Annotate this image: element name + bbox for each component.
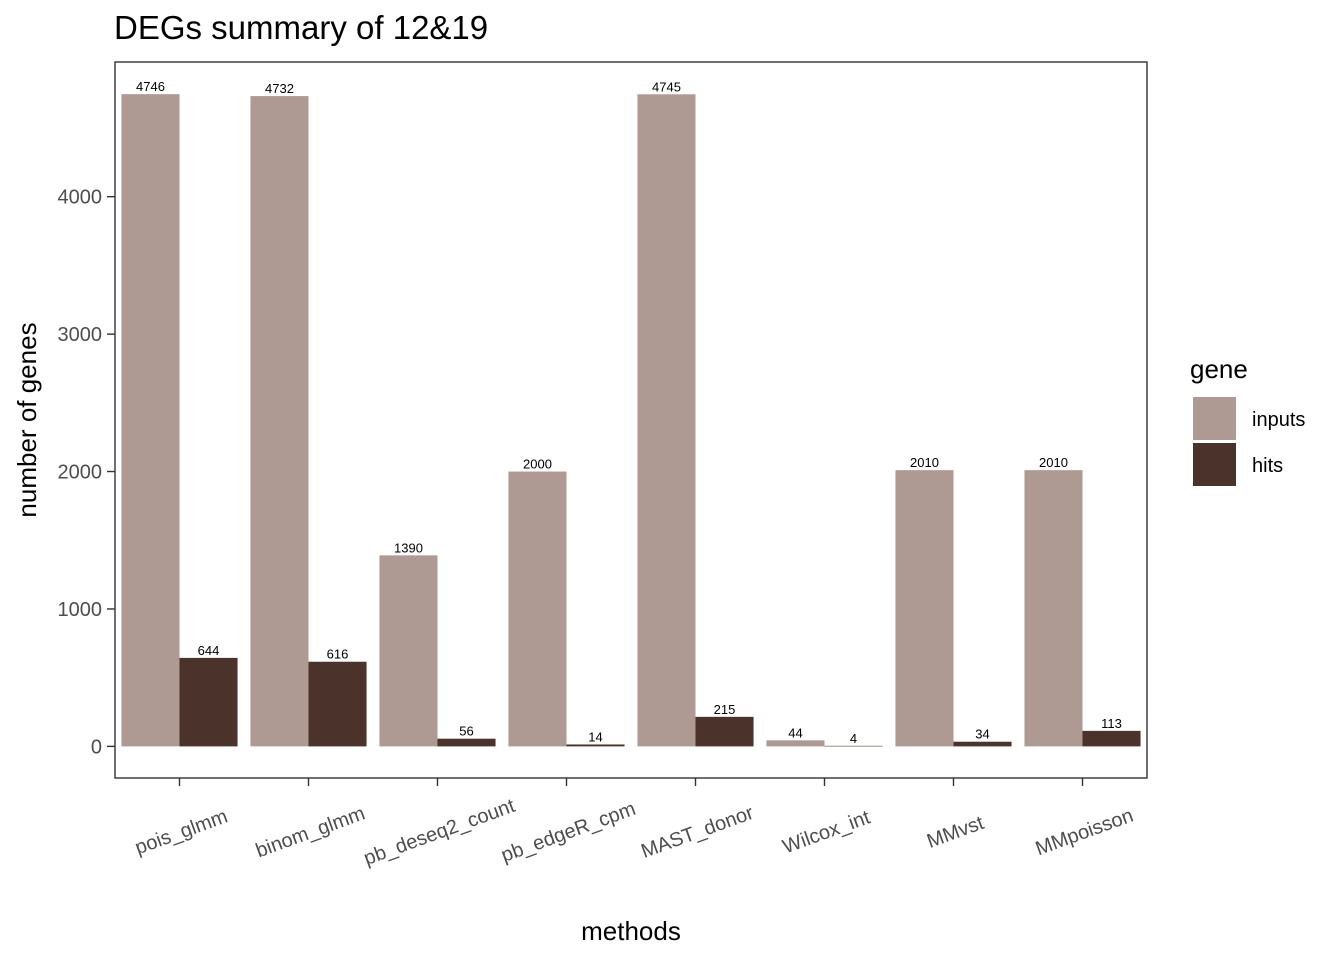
x-tick-label-MAST_donor: MAST_donor (638, 802, 757, 863)
data-label-inputs-pb_deseq2_count: 1390 (394, 540, 423, 555)
data-label-inputs-pois_glmm: 4746 (136, 79, 165, 94)
y-tick-label-3000: 3000 (58, 324, 103, 346)
bar-inputs-MMpoisson (1024, 470, 1083, 747)
bar-hits-MAST_donor (695, 716, 754, 747)
bar-inputs-pois_glmm (121, 94, 180, 747)
data-label-hits-MMpoisson: 113 (1101, 716, 1122, 731)
x-tick-label-pois_glmm: pois_glmm (132, 805, 230, 859)
bar-inputs-binom_glmm (250, 96, 309, 747)
chart-title: DEGs summary of 12&19 (114, 9, 488, 46)
data-label-inputs-pb_edgeR_cpm: 2000 (523, 457, 552, 472)
bar-inputs-Wilcox_int (766, 740, 825, 747)
bar-hits-pois_glmm (179, 657, 238, 747)
data-label-hits-pois_glmm: 644 (198, 643, 220, 658)
bar-hits-MMvst (953, 741, 1012, 747)
bar-hits-MMpoisson (1082, 730, 1141, 747)
x-tick-label-Wilcox_int: Wilcox_int (780, 806, 874, 858)
data-label-inputs-Wilcox_int: 44 (788, 725, 802, 740)
y-tick-label-0: 0 (91, 736, 102, 758)
x-tick-label-MMpoisson: MMpoisson (1033, 805, 1137, 861)
y-axis: 0 1000 2000 3000 4000 (58, 187, 115, 758)
data-label-inputs-MMvst: 2010 (910, 455, 939, 470)
legend-key-hits (1193, 443, 1236, 486)
bar-inputs-MMvst (895, 470, 954, 747)
x-axis: pois_glmm binom_glmmpb_deseq2_countpb_edg… (132, 778, 1136, 870)
legend: gene inputs hits (1190, 354, 1305, 486)
bar-inputs-MAST_donor (637, 94, 696, 747)
legend-label-inputs: inputs (1252, 409, 1305, 431)
data-label-hits-pb_edgeR_cpm: 14 (588, 729, 602, 744)
bar-hits-pb_deseq2_count (437, 738, 496, 747)
y-tick-label-4000: 4000 (58, 187, 103, 209)
data-label-hits-pb_deseq2_count: 56 (459, 724, 473, 739)
data-label-hits-Wilcox_int: 4 (850, 731, 857, 746)
legend-title: gene (1190, 354, 1248, 384)
y-tick-label-1000: 1000 (58, 599, 103, 621)
data-label-hits-binom_glmm: 616 (327, 647, 349, 662)
bar-inputs-pb_edgeR_cpm (508, 471, 567, 747)
bar-hits-Wilcox_int (824, 745, 883, 747)
x-tick-label-pb_edgeR_cpm: pb_edgeR_cpm (498, 798, 638, 867)
legend-key-inputs (1193, 397, 1236, 440)
data-label-inputs-MMpoisson: 2010 (1039, 455, 1068, 470)
legend-label-hits: hits (1252, 455, 1283, 477)
bars-layer (121, 94, 1141, 747)
bar-hits-pb_edgeR_cpm (566, 744, 625, 747)
data-label-hits-MMvst: 34 (975, 727, 989, 742)
x-tick-label-binom_glmm: binom_glmm (253, 802, 368, 862)
x-tick-label-MMvst: MMvst (924, 812, 987, 853)
data-label-inputs-binom_glmm: 4732 (265, 81, 294, 96)
y-axis-title: number of genes (12, 322, 42, 517)
data-label-hits-MAST_donor: 215 (714, 702, 736, 717)
x-tick-label-pb_deseq2_count: pb_deseq2_count (361, 795, 518, 870)
bar-inputs-pb_deseq2_count (379, 555, 438, 747)
x-axis-title: methods (581, 916, 681, 946)
data-label-inputs-MAST_donor: 4745 (652, 79, 681, 94)
bar-hits-binom_glmm (308, 661, 367, 747)
y-tick-label-2000: 2000 (58, 462, 103, 484)
